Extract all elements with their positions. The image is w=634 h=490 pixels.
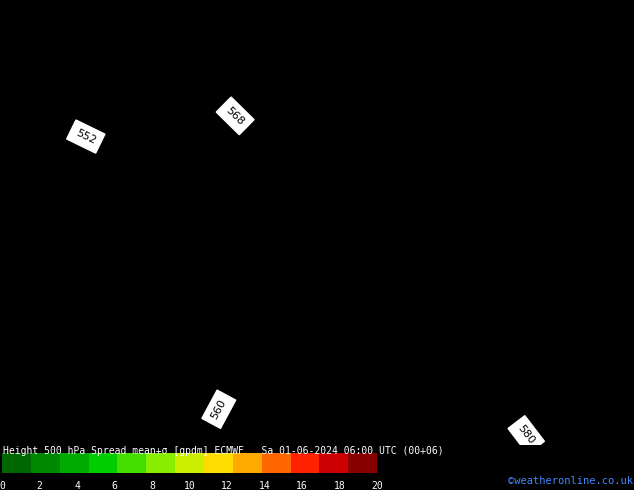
FancyBboxPatch shape xyxy=(2,453,31,473)
Text: 0: 0 xyxy=(0,481,5,490)
Text: 16: 16 xyxy=(296,481,308,490)
FancyBboxPatch shape xyxy=(348,453,377,473)
FancyBboxPatch shape xyxy=(175,453,204,473)
Text: 18: 18 xyxy=(334,481,346,490)
FancyBboxPatch shape xyxy=(146,453,175,473)
Text: 8: 8 xyxy=(149,481,155,490)
FancyBboxPatch shape xyxy=(204,453,233,473)
Text: ©weatheronline.co.uk: ©weatheronline.co.uk xyxy=(508,476,633,487)
FancyBboxPatch shape xyxy=(89,453,117,473)
FancyBboxPatch shape xyxy=(290,453,320,473)
FancyBboxPatch shape xyxy=(233,453,262,473)
Text: 560: 560 xyxy=(209,397,228,421)
FancyBboxPatch shape xyxy=(320,453,348,473)
Text: 4: 4 xyxy=(74,481,80,490)
FancyBboxPatch shape xyxy=(117,453,146,473)
Text: 10: 10 xyxy=(184,481,195,490)
Text: 2: 2 xyxy=(37,481,42,490)
Text: Height 500 hPa Spread mean+σ [gpdm] ECMWF   Sa 01-06-2024 06:00 UTC (00+06): Height 500 hPa Spread mean+σ [gpdm] ECMW… xyxy=(3,446,444,456)
Text: 14: 14 xyxy=(259,481,271,490)
FancyBboxPatch shape xyxy=(262,453,290,473)
Text: 12: 12 xyxy=(221,481,233,490)
Text: 552: 552 xyxy=(74,127,98,146)
Text: 580: 580 xyxy=(516,423,536,446)
Text: 568: 568 xyxy=(224,105,246,127)
FancyBboxPatch shape xyxy=(31,453,60,473)
Text: 20: 20 xyxy=(372,481,383,490)
FancyBboxPatch shape xyxy=(60,453,89,473)
Text: 6: 6 xyxy=(112,481,117,490)
